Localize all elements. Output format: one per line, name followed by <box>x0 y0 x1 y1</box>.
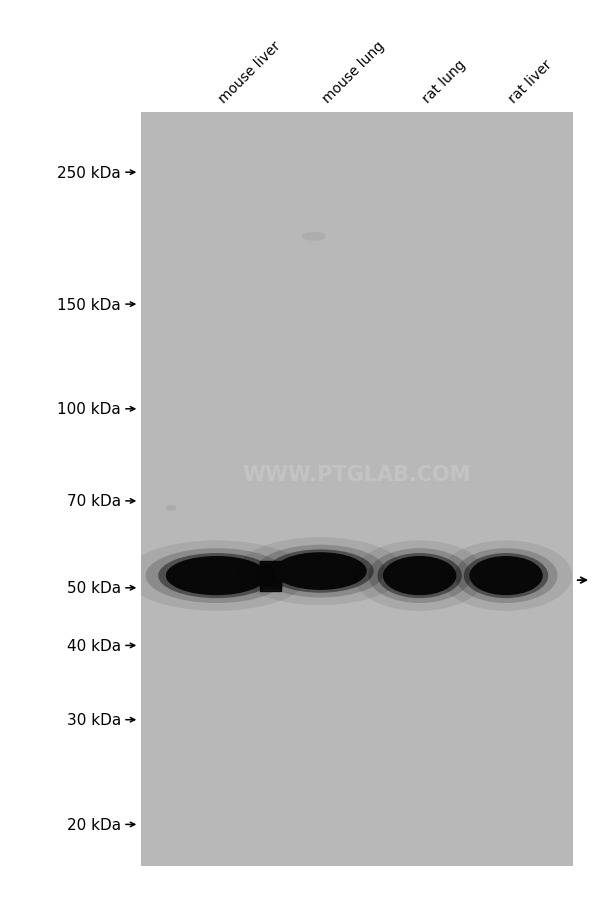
Text: mouse liver: mouse liver <box>217 39 284 106</box>
Ellipse shape <box>166 557 268 595</box>
Ellipse shape <box>267 550 374 594</box>
FancyBboxPatch shape <box>260 564 281 588</box>
Ellipse shape <box>464 554 548 598</box>
Ellipse shape <box>440 540 572 612</box>
Ellipse shape <box>236 538 404 605</box>
Ellipse shape <box>158 554 275 598</box>
Text: mouse lung: mouse lung <box>320 39 388 106</box>
Ellipse shape <box>368 548 471 603</box>
Text: 20 kDa: 20 kDa <box>67 817 121 832</box>
Ellipse shape <box>302 233 326 242</box>
Text: rat lung: rat lung <box>419 57 468 106</box>
FancyBboxPatch shape <box>260 567 281 585</box>
Ellipse shape <box>166 505 176 511</box>
Ellipse shape <box>146 548 287 603</box>
Ellipse shape <box>274 553 367 590</box>
Ellipse shape <box>455 548 557 603</box>
Text: 250 kDa: 250 kDa <box>58 165 121 180</box>
Text: 70 kDa: 70 kDa <box>67 494 121 509</box>
Ellipse shape <box>353 540 486 612</box>
Ellipse shape <box>125 540 308 612</box>
Ellipse shape <box>469 557 543 595</box>
Text: 50 kDa: 50 kDa <box>67 581 121 595</box>
Text: 40 kDa: 40 kDa <box>67 639 121 653</box>
Ellipse shape <box>377 554 462 598</box>
Text: 30 kDa: 30 kDa <box>67 713 121 727</box>
Text: 150 kDa: 150 kDa <box>58 298 121 312</box>
Ellipse shape <box>383 557 457 595</box>
Text: WWW.PTGLAB.COM: WWW.PTGLAB.COM <box>243 465 471 484</box>
Text: 100 kDa: 100 kDa <box>58 402 121 417</box>
Text: rat liver: rat liver <box>506 57 554 106</box>
FancyBboxPatch shape <box>260 561 281 591</box>
Ellipse shape <box>255 545 385 598</box>
